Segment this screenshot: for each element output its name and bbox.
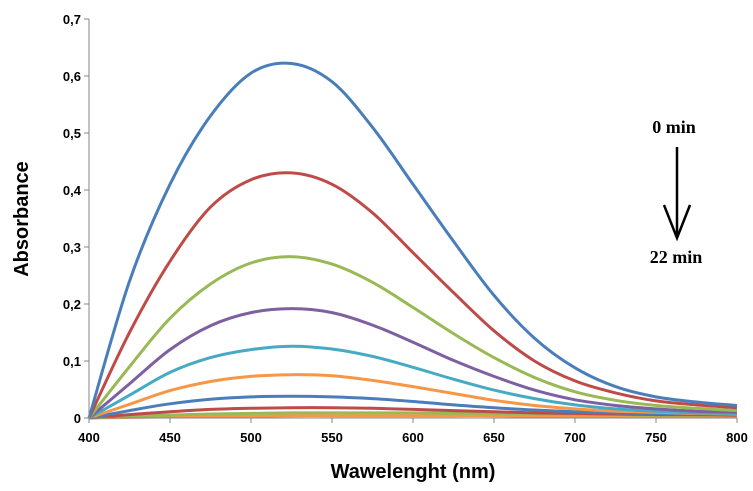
series-line-4 — [88, 307, 738, 420]
x-tick-label: 650 — [483, 430, 505, 445]
x-tick-label: 800 — [726, 430, 748, 445]
x-tick-label: 600 — [402, 430, 424, 445]
series-line-1 — [87, 61, 738, 419]
series-line-3 — [87, 255, 738, 419]
y-axis-title: Absorbance — [11, 161, 33, 277]
series-line-7 — [88, 394, 738, 420]
y-tick-label: 0 — [74, 411, 81, 426]
series-line-10 — [88, 414, 737, 420]
x-tick-label: 700 — [564, 430, 586, 445]
series-line-6 — [88, 373, 738, 420]
x-tick-label: 750 — [645, 430, 667, 445]
y-tick-label: 0,7 — [63, 12, 81, 27]
arrow-down-icon — [662, 147, 692, 242]
x-axis-title: Wawelenght (nm) — [331, 461, 496, 483]
y-tick-label: 0,6 — [63, 69, 81, 84]
y-tick-labels: 0 0,1 0,2 0,3 0,4 0,5 0,6 0,7 — [63, 12, 89, 426]
y-tick-label: 0,3 — [63, 240, 81, 255]
end-time-label: 22 min — [650, 247, 703, 267]
x-tick-label: 500 — [240, 430, 262, 445]
x-tick-labels: 400 450 500 550 600 650 700 750 800 — [78, 418, 748, 445]
series-line-2 — [87, 171, 738, 419]
x-tick-label: 550 — [321, 430, 343, 445]
x-tick-label: 400 — [78, 430, 100, 445]
series-lines — [87, 61, 738, 420]
series-line-5 — [88, 344, 738, 420]
y-tick-label: 0,4 — [63, 183, 82, 198]
y-tick-label: 0,1 — [63, 354, 81, 369]
y-tick-label: 0,5 — [63, 126, 81, 141]
start-time-label: 0 min — [652, 117, 696, 137]
y-tick-label: 0,2 — [63, 297, 81, 312]
x-tick-label: 450 — [159, 430, 181, 445]
